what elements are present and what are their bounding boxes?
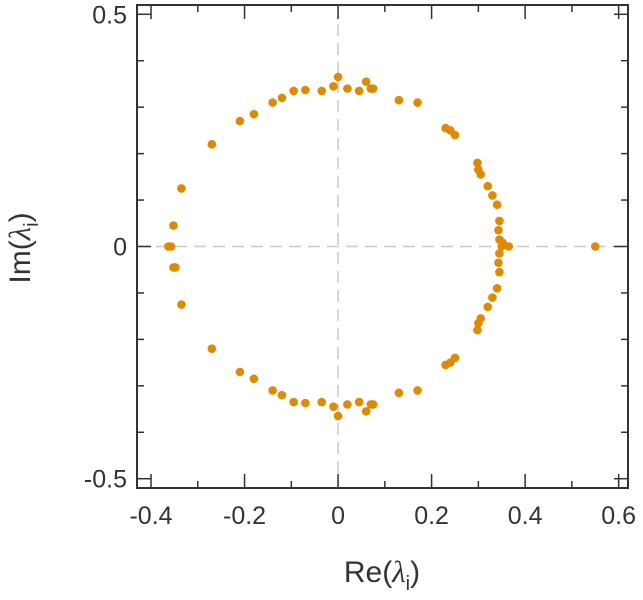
plot-frame: [136, 4, 629, 489]
x-tick-label: -0.2: [223, 502, 266, 530]
data-point: [450, 130, 460, 140]
data-point: [476, 314, 486, 323]
data-point: [495, 216, 504, 226]
y-tick-label: 0.5: [92, 1, 127, 29]
data-point: [394, 388, 404, 398]
data-point: [495, 267, 504, 277]
data-point: [488, 191, 497, 200]
x-tick-label: 0: [331, 502, 345, 530]
x-axis-label-suffix: ): [410, 556, 420, 589]
data-point: [368, 400, 378, 409]
data-point: [483, 302, 493, 312]
data-point: [473, 325, 482, 335]
data-point: [207, 344, 217, 353]
x-tick-label: -0.4: [129, 502, 172, 530]
x-tick-label: 0.6: [601, 502, 636, 530]
data-points: [164, 72, 600, 421]
data-point: [450, 353, 460, 363]
data-point: [329, 81, 338, 91]
x-axis-label-symbol: λ: [391, 554, 405, 589]
data-point: [177, 300, 186, 309]
y-tick-label: 0: [113, 234, 127, 262]
data-point: [317, 397, 327, 407]
data-point: [361, 77, 371, 86]
x-axis-label-prefix: Re(: [344, 556, 392, 589]
data-point: [235, 116, 245, 126]
data-point: [488, 293, 497, 302]
y-axis-label-suffix: ): [4, 212, 37, 222]
data-point: [343, 84, 352, 93]
x-tick-label: 0.2: [414, 502, 449, 530]
data-point: [494, 225, 503, 235]
data-point: [333, 72, 343, 82]
data-point: [289, 397, 298, 407]
data-point: [394, 95, 404, 105]
data-point: [495, 249, 504, 258]
data-point: [317, 86, 327, 96]
data-point: [492, 200, 502, 210]
data-point: [235, 367, 245, 377]
data-point: [289, 86, 298, 96]
data-point: [301, 398, 310, 408]
data-point: [354, 397, 364, 407]
data-point: [343, 400, 352, 409]
data-point: [494, 258, 503, 268]
data-point: [301, 85, 310, 95]
y-axis-label-prefix: Im(: [4, 240, 37, 283]
zero-lines: [137, 5, 628, 488]
y-axis-label-subscript: i: [21, 222, 43, 226]
data-point: [329, 402, 338, 412]
y-tick-label: -0.5: [84, 466, 127, 494]
x-tick-label: 0.4: [508, 502, 543, 530]
data-point: [268, 98, 277, 107]
x-axis-label: Re(λi): [344, 554, 420, 595]
data-point: [333, 411, 343, 421]
data-point: [177, 184, 186, 193]
data-point: [249, 109, 259, 119]
data-point: [361, 407, 371, 416]
data-point: [476, 170, 486, 179]
data-point: [207, 140, 217, 149]
data-point: [249, 374, 259, 384]
data-point: [413, 386, 422, 395]
data-point: [473, 158, 482, 168]
y-axis-label: Im(λi): [2, 212, 43, 283]
x-axis-label-subscript: i: [406, 573, 410, 595]
data-point: [504, 242, 514, 251]
tick-labels: -0.4 -0.2 0 0.2 0.4 0.6 -0.5 0 0.5: [84, 1, 636, 530]
data-point: [354, 86, 364, 96]
y-axis-label-symbol: λ: [2, 227, 37, 241]
data-point: [268, 386, 277, 395]
data-point: [483, 181, 493, 191]
axis-ticks: [137, 5, 628, 488]
data-point: [169, 263, 178, 272]
data-point: [492, 283, 502, 293]
data-point: [590, 242, 600, 251]
data-point: [413, 98, 422, 107]
data-point: [277, 390, 287, 400]
data-point: [368, 84, 378, 93]
data-point: [169, 221, 178, 230]
data-point: [277, 93, 287, 103]
data-point: [166, 242, 176, 251]
